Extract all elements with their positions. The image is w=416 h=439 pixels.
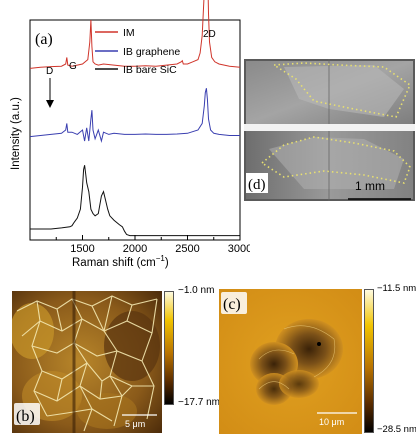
panel-label-b: (b) [16,408,35,425]
peak-label-g: G [69,61,77,72]
x-axis-label: Raman shift (cm−1) [72,254,169,269]
legend: IM IB graphene IB bare SiC [95,27,180,76]
optical-image: (d) [244,59,415,201]
x-tick-label-2000: 2000 [123,243,147,255]
optical-image-panel: (d) 1 mm [244,59,415,201]
scalebar-label-c: 10 μm [319,417,344,427]
afm-wrinkles [16,295,158,432]
colorbar-c-max: −11.5 nm [377,283,416,294]
afm-panel-c: (c) 10 μm [219,289,362,434]
series-line-ib-bare-sic [30,165,240,237]
panel-label-d: (d) [248,177,266,193]
afm-panel-b: (b) 5 μm [10,291,162,433]
legend-label-ib-bare-sic: IB bare SiC [123,64,177,76]
graphene-outline-bottom [261,136,411,184]
colorbar-b [164,291,174,405]
panel-label-a: (a) [35,31,53,48]
afm-image-c: (c) 10 μm [219,289,362,434]
colorbar-c-min: −28.5 nm [377,424,416,435]
colorbar-b-max: −1.0 nm [178,285,215,296]
series-line-im [29,0,241,69]
x-tick-label-3000: 3000 [228,243,250,255]
afm-c-panel-label-bg [221,292,247,314]
peak-label-2d: 2D [203,29,216,40]
scalebar-label-b: 5 μm [125,419,145,429]
optical-panel-label-bg [246,173,268,193]
tick-layer: 1500 2000 2500 3000 [55,235,250,255]
afm-image-b: (b) 5 μm [10,291,162,433]
series-layer [29,0,241,237]
peak-arrow-d-head [46,100,54,108]
legend-label-ib-graphene: IB graphene [123,46,180,58]
afm-b-panel-label-bg [14,403,40,425]
x-tick-label-2500: 2500 [175,243,199,255]
y-axis-label: Intensity (a.u.) [10,97,22,170]
series-line-ib-graphene [29,88,240,143]
panel-label-c: (c) [223,296,241,313]
colorbar-b-min: −17.7 nm [178,397,220,408]
legend-label-im: IM [123,27,135,39]
colorbar-c [364,289,374,433]
peak-label-d: D [46,66,53,77]
x-tick-label-1500: 1500 [70,243,94,255]
scalebar-label-d: 1 mm [355,179,385,193]
raman-chart: 1500 2000 2500 3000 (a) D G 2D IM IB graphe… [10,0,250,269]
